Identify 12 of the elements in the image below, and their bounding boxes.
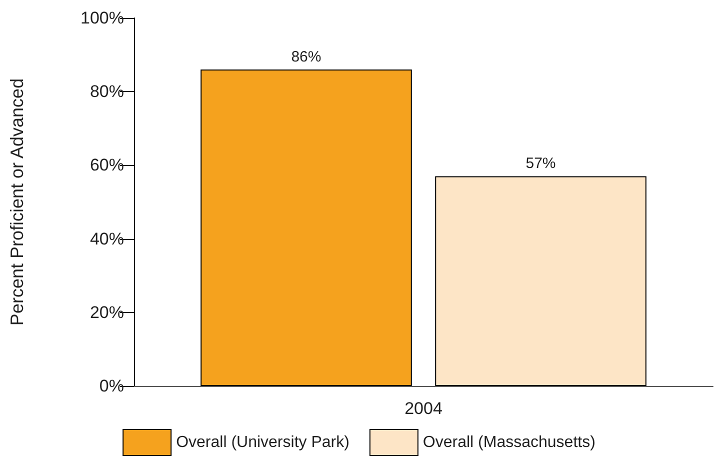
y-tick-label: 60% [90, 156, 124, 175]
x-tick-label: 2004 [404, 399, 442, 418]
y-tick-label: 100% [80, 8, 124, 28]
y-tick-label: 80% [90, 82, 124, 102]
legend-label: Overall (Massachusetts) [422, 434, 596, 451]
legend-label: Overall (University Park) [176, 434, 350, 451]
y-tick-label: 20% [90, 302, 124, 322]
y-tick-label: 0% [99, 376, 124, 396]
y-axis-title: Percent Proficient or Advanced [7, 78, 27, 326]
data-label: 86% [291, 48, 322, 66]
y-tick-label: 40% [90, 229, 124, 248]
data-label: 57% [526, 155, 556, 172]
